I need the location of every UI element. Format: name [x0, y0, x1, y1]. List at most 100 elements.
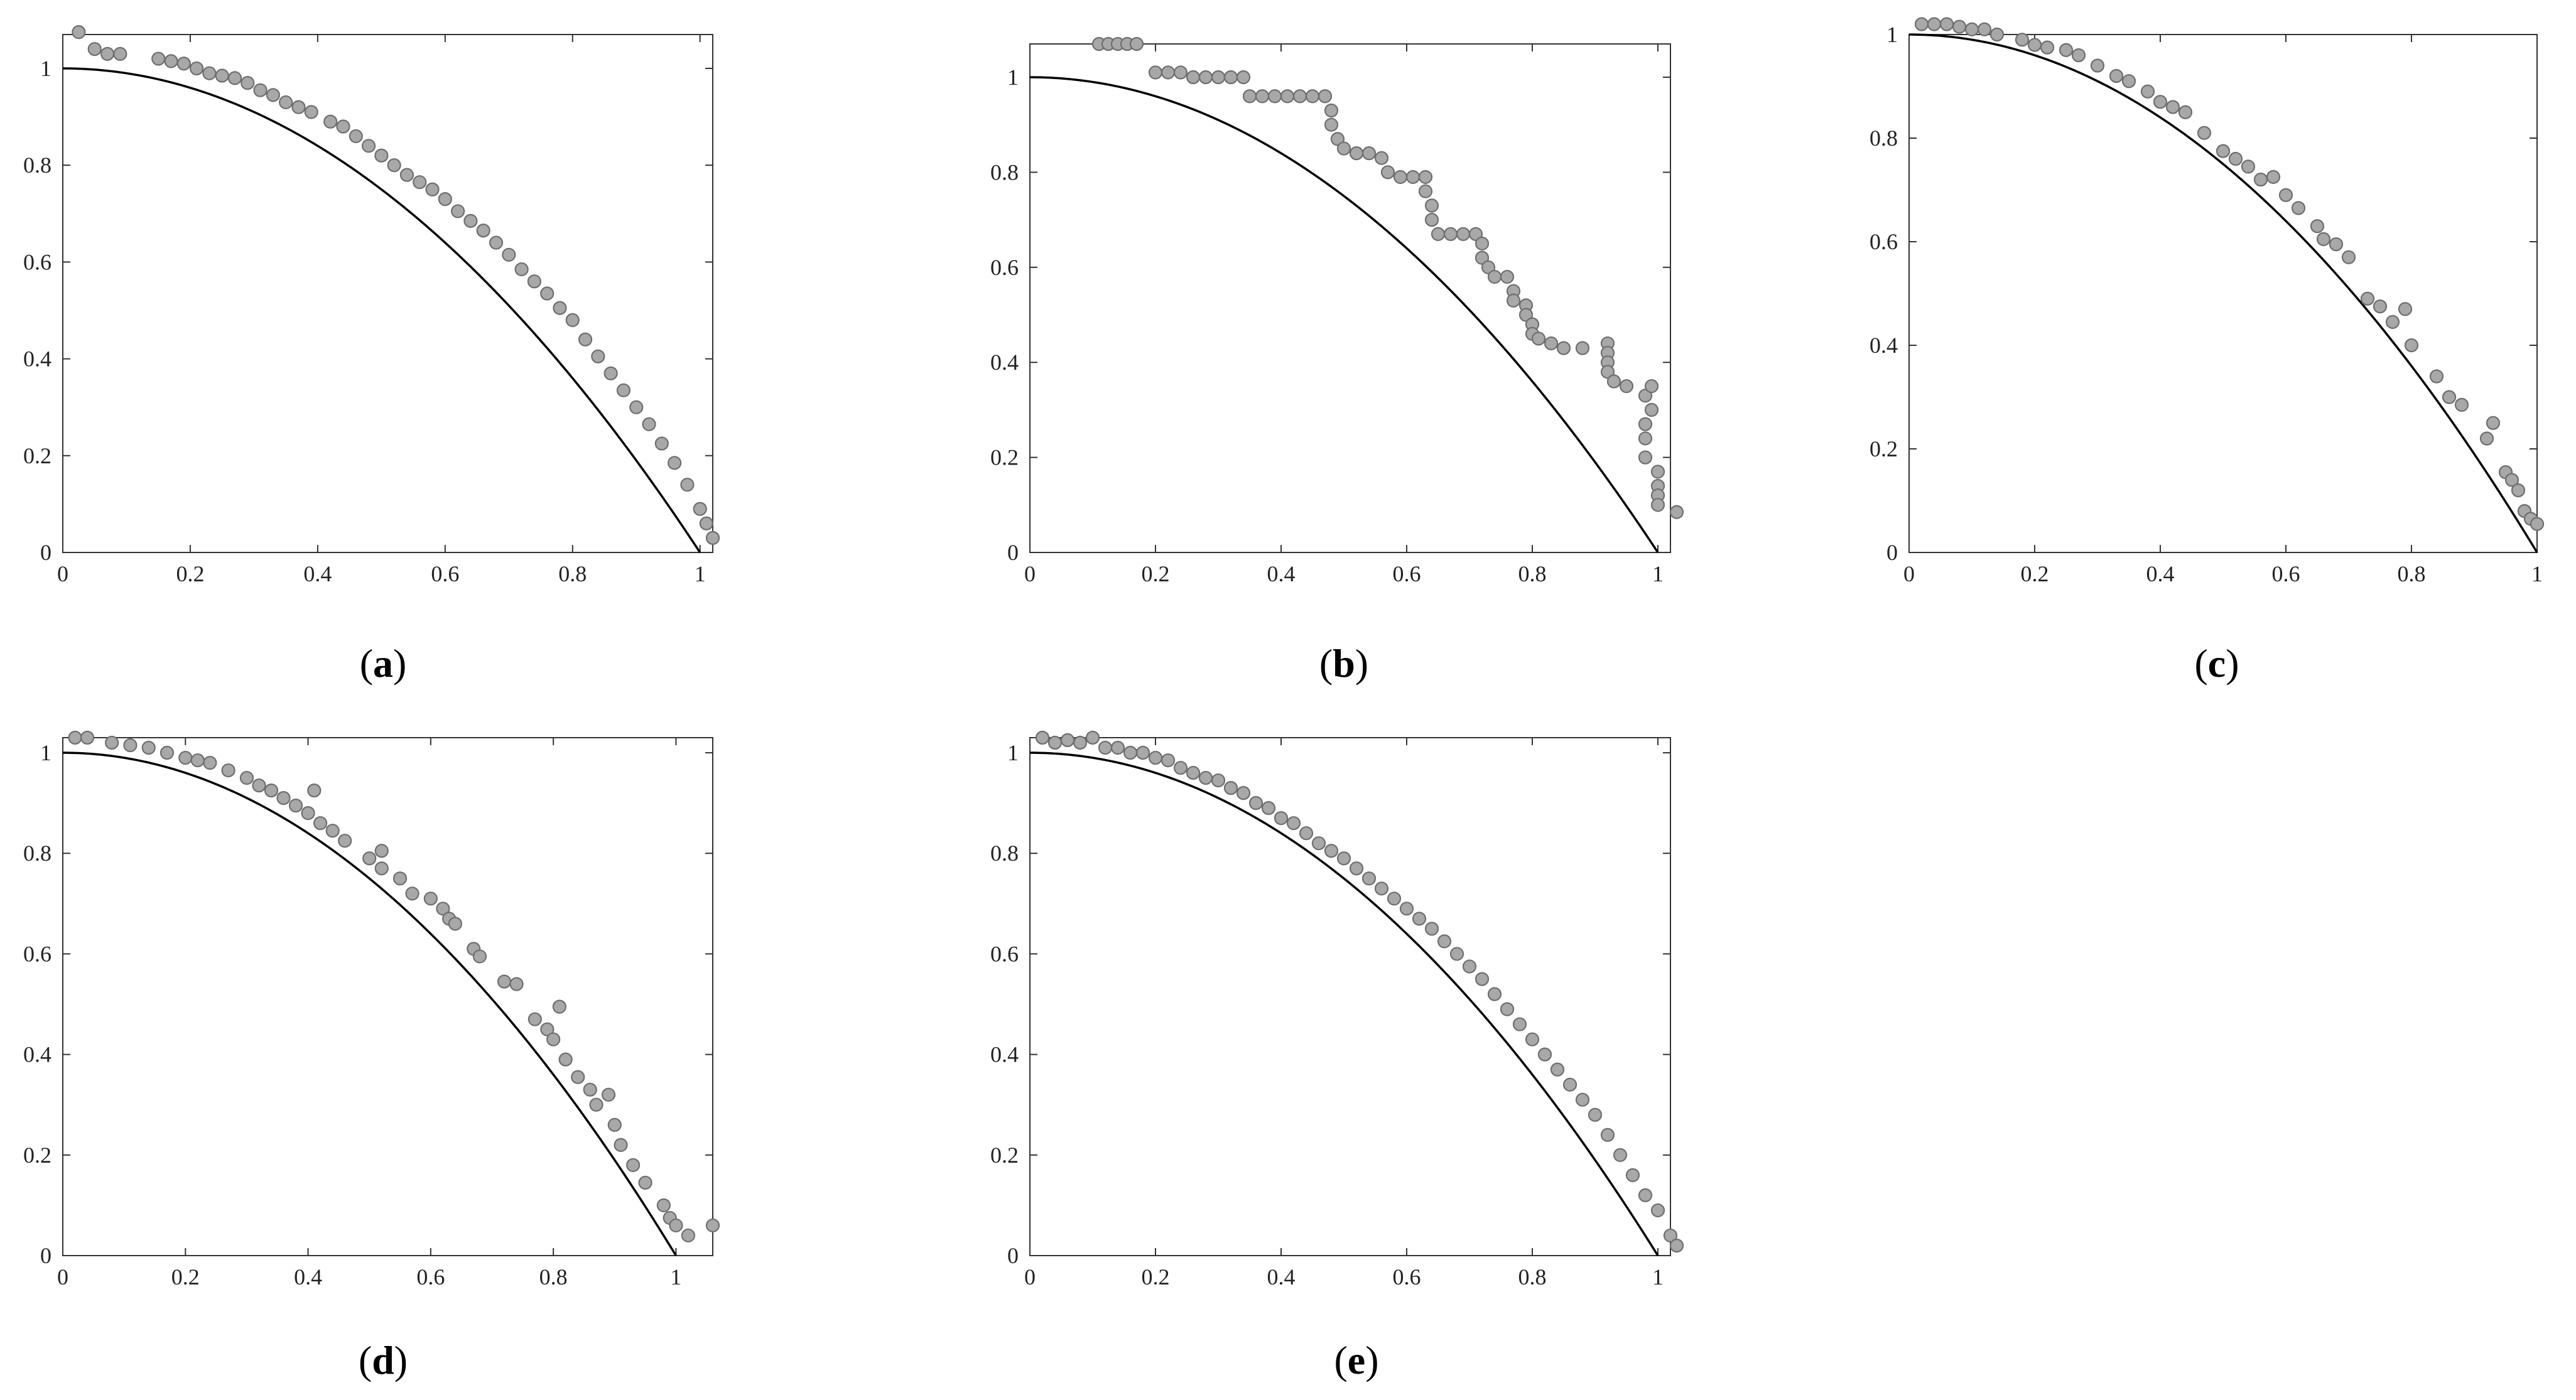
scatter-point — [1035, 730, 1050, 745]
scatter-point — [2071, 48, 2086, 63]
scatter-point — [72, 25, 86, 40]
scatter-point — [1613, 1148, 1628, 1162]
scatter-point — [509, 977, 524, 991]
caption-d: (d) — [358, 1338, 408, 1382]
scatter-point — [2266, 170, 2281, 184]
x-tick-label: 0.8 — [1518, 1264, 1547, 1290]
scatter-point — [1939, 17, 1954, 31]
scatter-point — [1267, 89, 1282, 104]
scatter-point — [681, 1228, 696, 1243]
scatter-point — [2360, 291, 2375, 306]
x-tick-label: 0 — [1903, 561, 1915, 586]
y-tick-label: 0.4 — [1870, 333, 1898, 358]
scatter-point — [1236, 70, 1251, 85]
scatter-point — [141, 740, 156, 755]
scatter-point — [362, 851, 377, 866]
scatter-point — [264, 783, 279, 798]
scatter-point — [2442, 390, 2457, 404]
scatter-point — [1600, 365, 1615, 379]
x-tick-label: 0.8 — [539, 1264, 568, 1290]
scatter-point — [1299, 826, 1314, 841]
x-tick-label: 0.2 — [176, 561, 204, 586]
scatter-point — [1468, 227, 1483, 241]
scatter-point — [1500, 269, 1515, 284]
chart-svg-a: 0 0.2 0.4 0.6 0.8 1 0 0.2 0.4 0.6 0.8 1 — [23, 25, 720, 586]
scatter-point — [1531, 331, 1546, 346]
scatter-point — [1198, 770, 1213, 785]
scatter-point — [571, 1070, 585, 1084]
chart-svg-e: 0 0.2 0.4 0.6 0.8 1 0 0.2 0.4 0.6 0.8 1 — [990, 730, 1684, 1290]
scatter-point — [2241, 159, 2256, 174]
scatter-point — [252, 778, 266, 793]
y-tick-label: 1 — [1886, 22, 1898, 47]
scatter-point — [1374, 881, 1389, 896]
scatter-point — [1085, 730, 1100, 745]
scatter-point — [591, 349, 605, 363]
scatter-point — [1424, 198, 1439, 213]
scatter-point — [1318, 89, 1333, 104]
scatter-point — [638, 1175, 652, 1190]
scatter-point — [1989, 27, 2005, 42]
scatter-point — [1198, 70, 1213, 85]
x-tick-label: 0.8 — [558, 561, 587, 586]
scatter-point — [1261, 801, 1276, 816]
scatter-point — [1186, 70, 1201, 85]
scatter-point — [607, 1117, 622, 1132]
x-tick-label: 0.6 — [431, 561, 459, 586]
x-tick-label: 0.8 — [2398, 561, 2426, 586]
x-tick-label: 0.2 — [1142, 1264, 1170, 1290]
scatter-point — [374, 844, 389, 858]
scatter-point — [472, 949, 487, 964]
scatter-point — [2454, 397, 2469, 412]
scatter-point — [1475, 236, 1490, 251]
y-tick-label: 0.6 — [23, 941, 51, 966]
chart-svg-c: 0 0.2 0.4 0.6 0.8 1 0 0.2 0.4 0.6 0.8 1 — [1870, 17, 2545, 586]
scatter-point — [1173, 65, 1188, 80]
scatter-point — [451, 204, 465, 218]
scatter-point — [2511, 483, 2526, 498]
scatter-point — [1336, 851, 1351, 866]
scatter-point — [349, 129, 363, 144]
scatter-point — [1324, 844, 1339, 858]
scatter-point — [323, 114, 338, 129]
scatter-point — [2153, 95, 2168, 109]
y-tick-label: 0.6 — [990, 255, 1019, 280]
caption-c: (c) — [2194, 641, 2239, 686]
scatter-point — [669, 1218, 683, 1233]
scatter-point — [1349, 861, 1364, 876]
scatter-point — [405, 886, 419, 901]
scatter-point — [1405, 170, 1421, 185]
scatter-point — [1462, 959, 1477, 974]
scatter-point — [1324, 117, 1339, 132]
scatter-point — [1286, 816, 1301, 831]
x-tick-label: 1 — [670, 1264, 681, 1290]
scatter-point — [338, 834, 352, 848]
scatter-point — [448, 917, 463, 931]
scatter-point — [1669, 505, 1684, 519]
y-tick-label: 0.4 — [23, 1042, 51, 1067]
scatter-point — [215, 68, 229, 83]
scatter-point — [1638, 417, 1653, 431]
plot-frame-e — [1029, 737, 1671, 1256]
scatter-point — [307, 783, 322, 798]
scatter-point — [2291, 201, 2306, 215]
scatter-point — [2197, 126, 2212, 140]
scatter-point — [1236, 786, 1251, 800]
scatter-point — [476, 223, 490, 238]
scatter-point — [2404, 338, 2419, 353]
scatter-point — [1475, 250, 1490, 265]
scatter-point — [463, 213, 478, 228]
scatter-point — [502, 247, 516, 262]
scatter-point — [693, 502, 707, 516]
scatter-point — [2278, 188, 2293, 202]
scatter-point — [399, 168, 414, 182]
scatter-point — [1650, 465, 1665, 479]
chart-svg-b: 0 0.2 0.4 0.6 0.8 1 0 0.2 0.4 0.6 0.8 1 — [990, 36, 1684, 586]
scatter-point — [105, 735, 119, 750]
scatter-point — [425, 182, 440, 197]
x-tick-label: 1 — [1652, 1264, 1664, 1290]
y-tick-label: 0.2 — [23, 1143, 51, 1168]
scatter-point — [266, 88, 280, 102]
scatter-point — [100, 46, 115, 61]
scatter-point — [438, 192, 452, 207]
